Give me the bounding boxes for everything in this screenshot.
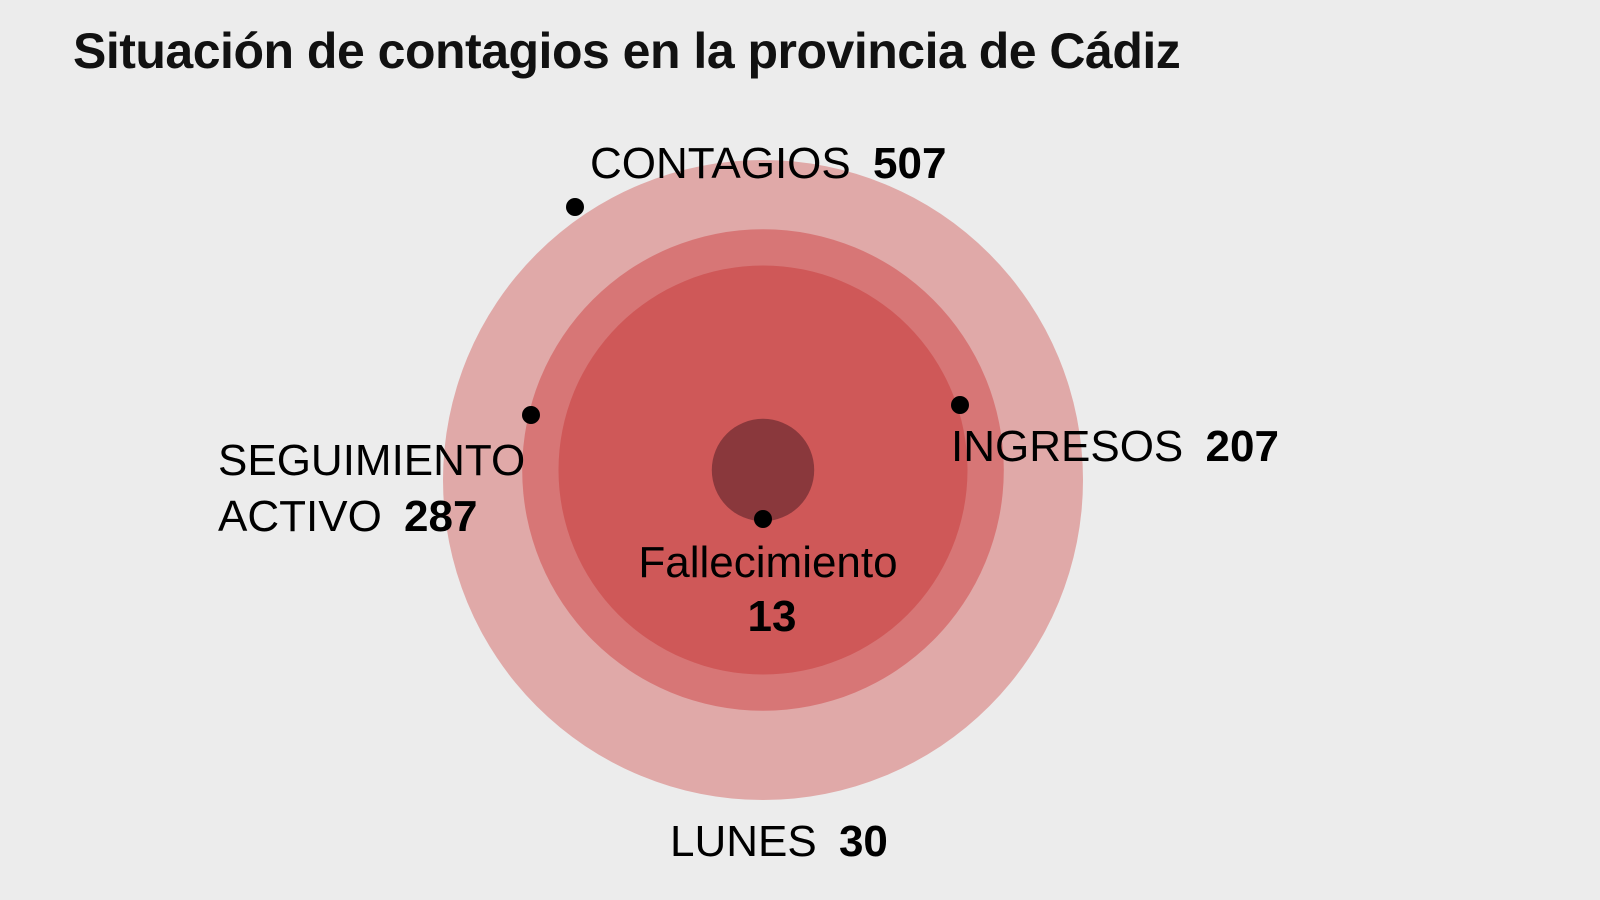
label-seguimiento-line1: SEGUIMIENTO [218,436,525,485]
date-label-text: LUNES [670,817,817,866]
label-fallecimiento-value: 13 [748,592,797,641]
label-ingresos-text: INGRESOS [951,422,1183,471]
label-seguimiento-text1: SEGUIMIENTO [218,436,525,485]
label-ingresos: INGRESOS 207 [951,422,1279,471]
date-label-value: 30 [839,817,888,866]
marker-dot-seguimiento [522,406,540,424]
label-contagios-value: 507 [873,139,946,188]
marker-dot-fallecimiento [754,510,772,528]
label-contagios: CONTAGIOS 507 [590,139,946,188]
date-label: LUNES 30 [670,817,888,866]
label-seguimiento-line2: ACTIVO 287 [218,492,477,541]
circle-fallecimiento [711,418,815,522]
label-seguimiento-value: 287 [404,492,477,541]
label-contagios-text: CONTAGIOS [590,139,851,188]
marker-dot-ingresos [951,396,969,414]
label-fallecimiento-text: Fallecimiento [638,538,897,587]
marker-dot-contagios [566,198,584,216]
chart-title: Situación de contagios en la provincia d… [73,23,1181,79]
label-ingresos-value: 207 [1206,422,1279,471]
label-seguimiento-text2: ACTIVO [218,492,382,541]
